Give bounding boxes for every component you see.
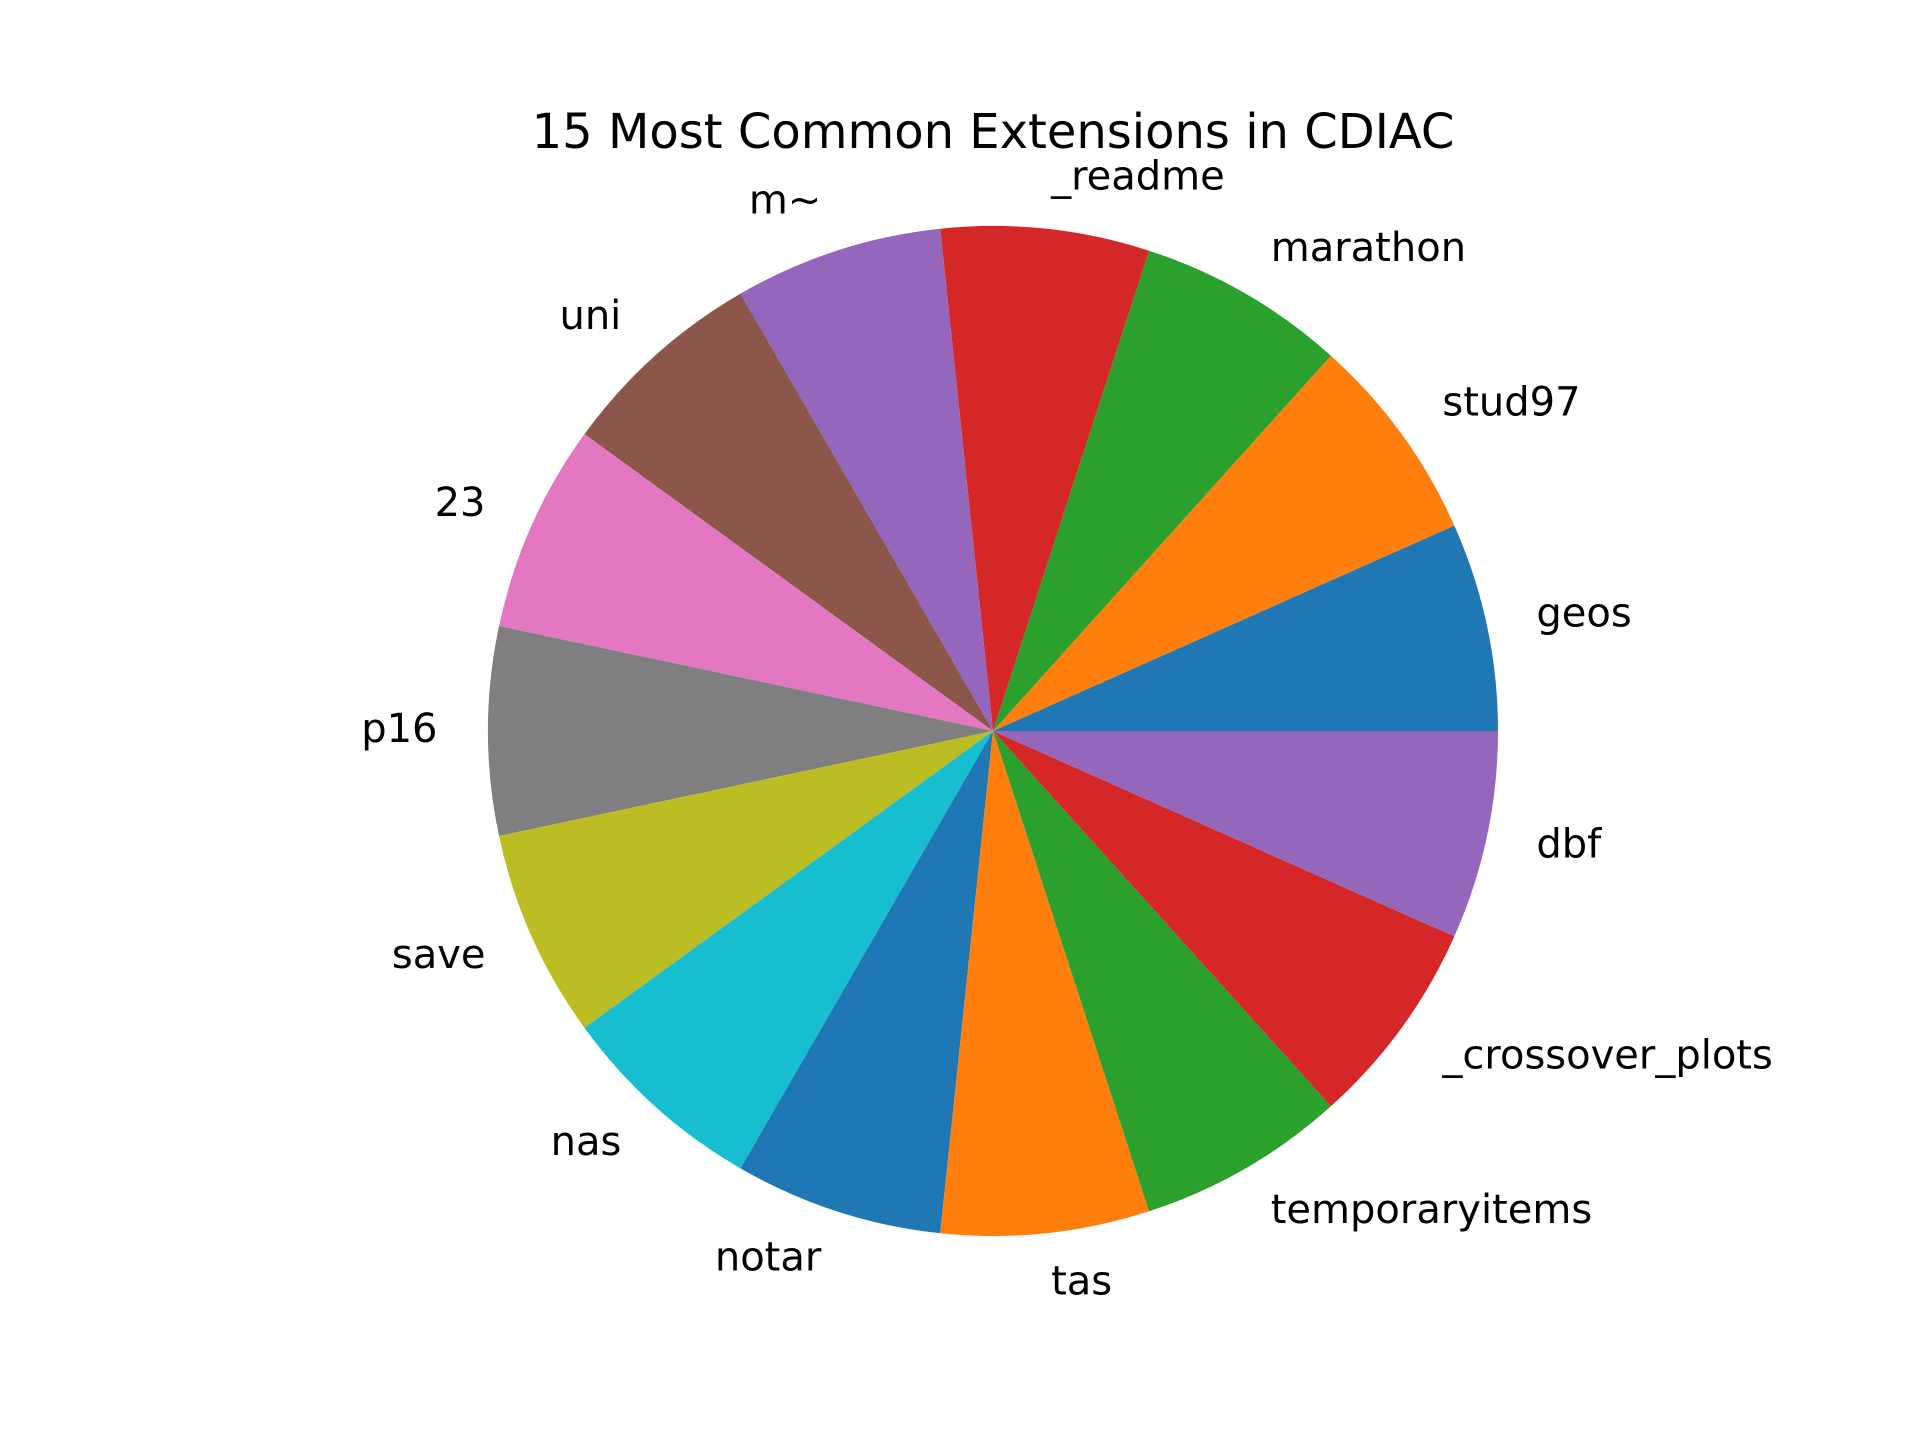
pie-slice-m	[740, 228, 993, 731]
pie-slice-save	[499, 731, 993, 1028]
pie-label-readme: _readme	[1050, 154, 1225, 200]
pie-label-p16: p16	[361, 706, 437, 752]
pie-label-geos: geos	[1536, 591, 1631, 637]
pie-slice-temporaryitems	[993, 731, 1331, 1212]
pie-slice-crossover-plots	[993, 731, 1455, 1107]
pie-slice-readme	[940, 226, 1150, 731]
pie-label-save: save	[392, 932, 486, 978]
pie-slice-tas	[940, 731, 1150, 1236]
pie-labels: geos stud97 marathon _readme m~ uni 23 p16 save n…	[361, 154, 1773, 1305]
pie-label-temporaryitems: temporaryitems	[1271, 1187, 1592, 1233]
pie-slice-geos	[993, 525, 1498, 731]
pie-label-nas: nas	[551, 1119, 622, 1165]
pie-label-dbf: dbf	[1536, 821, 1602, 867]
pie-label-tas: tas	[1051, 1258, 1112, 1304]
pie-label-marathon: marathon	[1271, 225, 1466, 271]
pie-slice-dbf	[993, 731, 1498, 937]
pie-slice-stud97	[993, 355, 1455, 731]
pie-label-uni: uni	[559, 293, 621, 339]
pie-slice-23	[499, 434, 993, 731]
pie-slice-notar	[740, 731, 993, 1234]
pie-label-notar: notar	[715, 1234, 822, 1280]
pie-label-stud97: stud97	[1442, 379, 1580, 425]
pie-slice-p16	[487, 626, 993, 836]
pie-slice-uni	[584, 293, 993, 731]
pie-label-crossover-plots: _crossover_plots	[1441, 1033, 1772, 1079]
chart-title: 15 Most Common Extensions in CDIAC	[532, 104, 1455, 160]
pie-label-m: m~	[749, 178, 821, 224]
pie-slice-marathon	[993, 250, 1331, 731]
pie-slices	[487, 226, 1498, 1236]
pie-label-23: 23	[435, 480, 486, 526]
pie-slice-nas	[584, 731, 993, 1169]
